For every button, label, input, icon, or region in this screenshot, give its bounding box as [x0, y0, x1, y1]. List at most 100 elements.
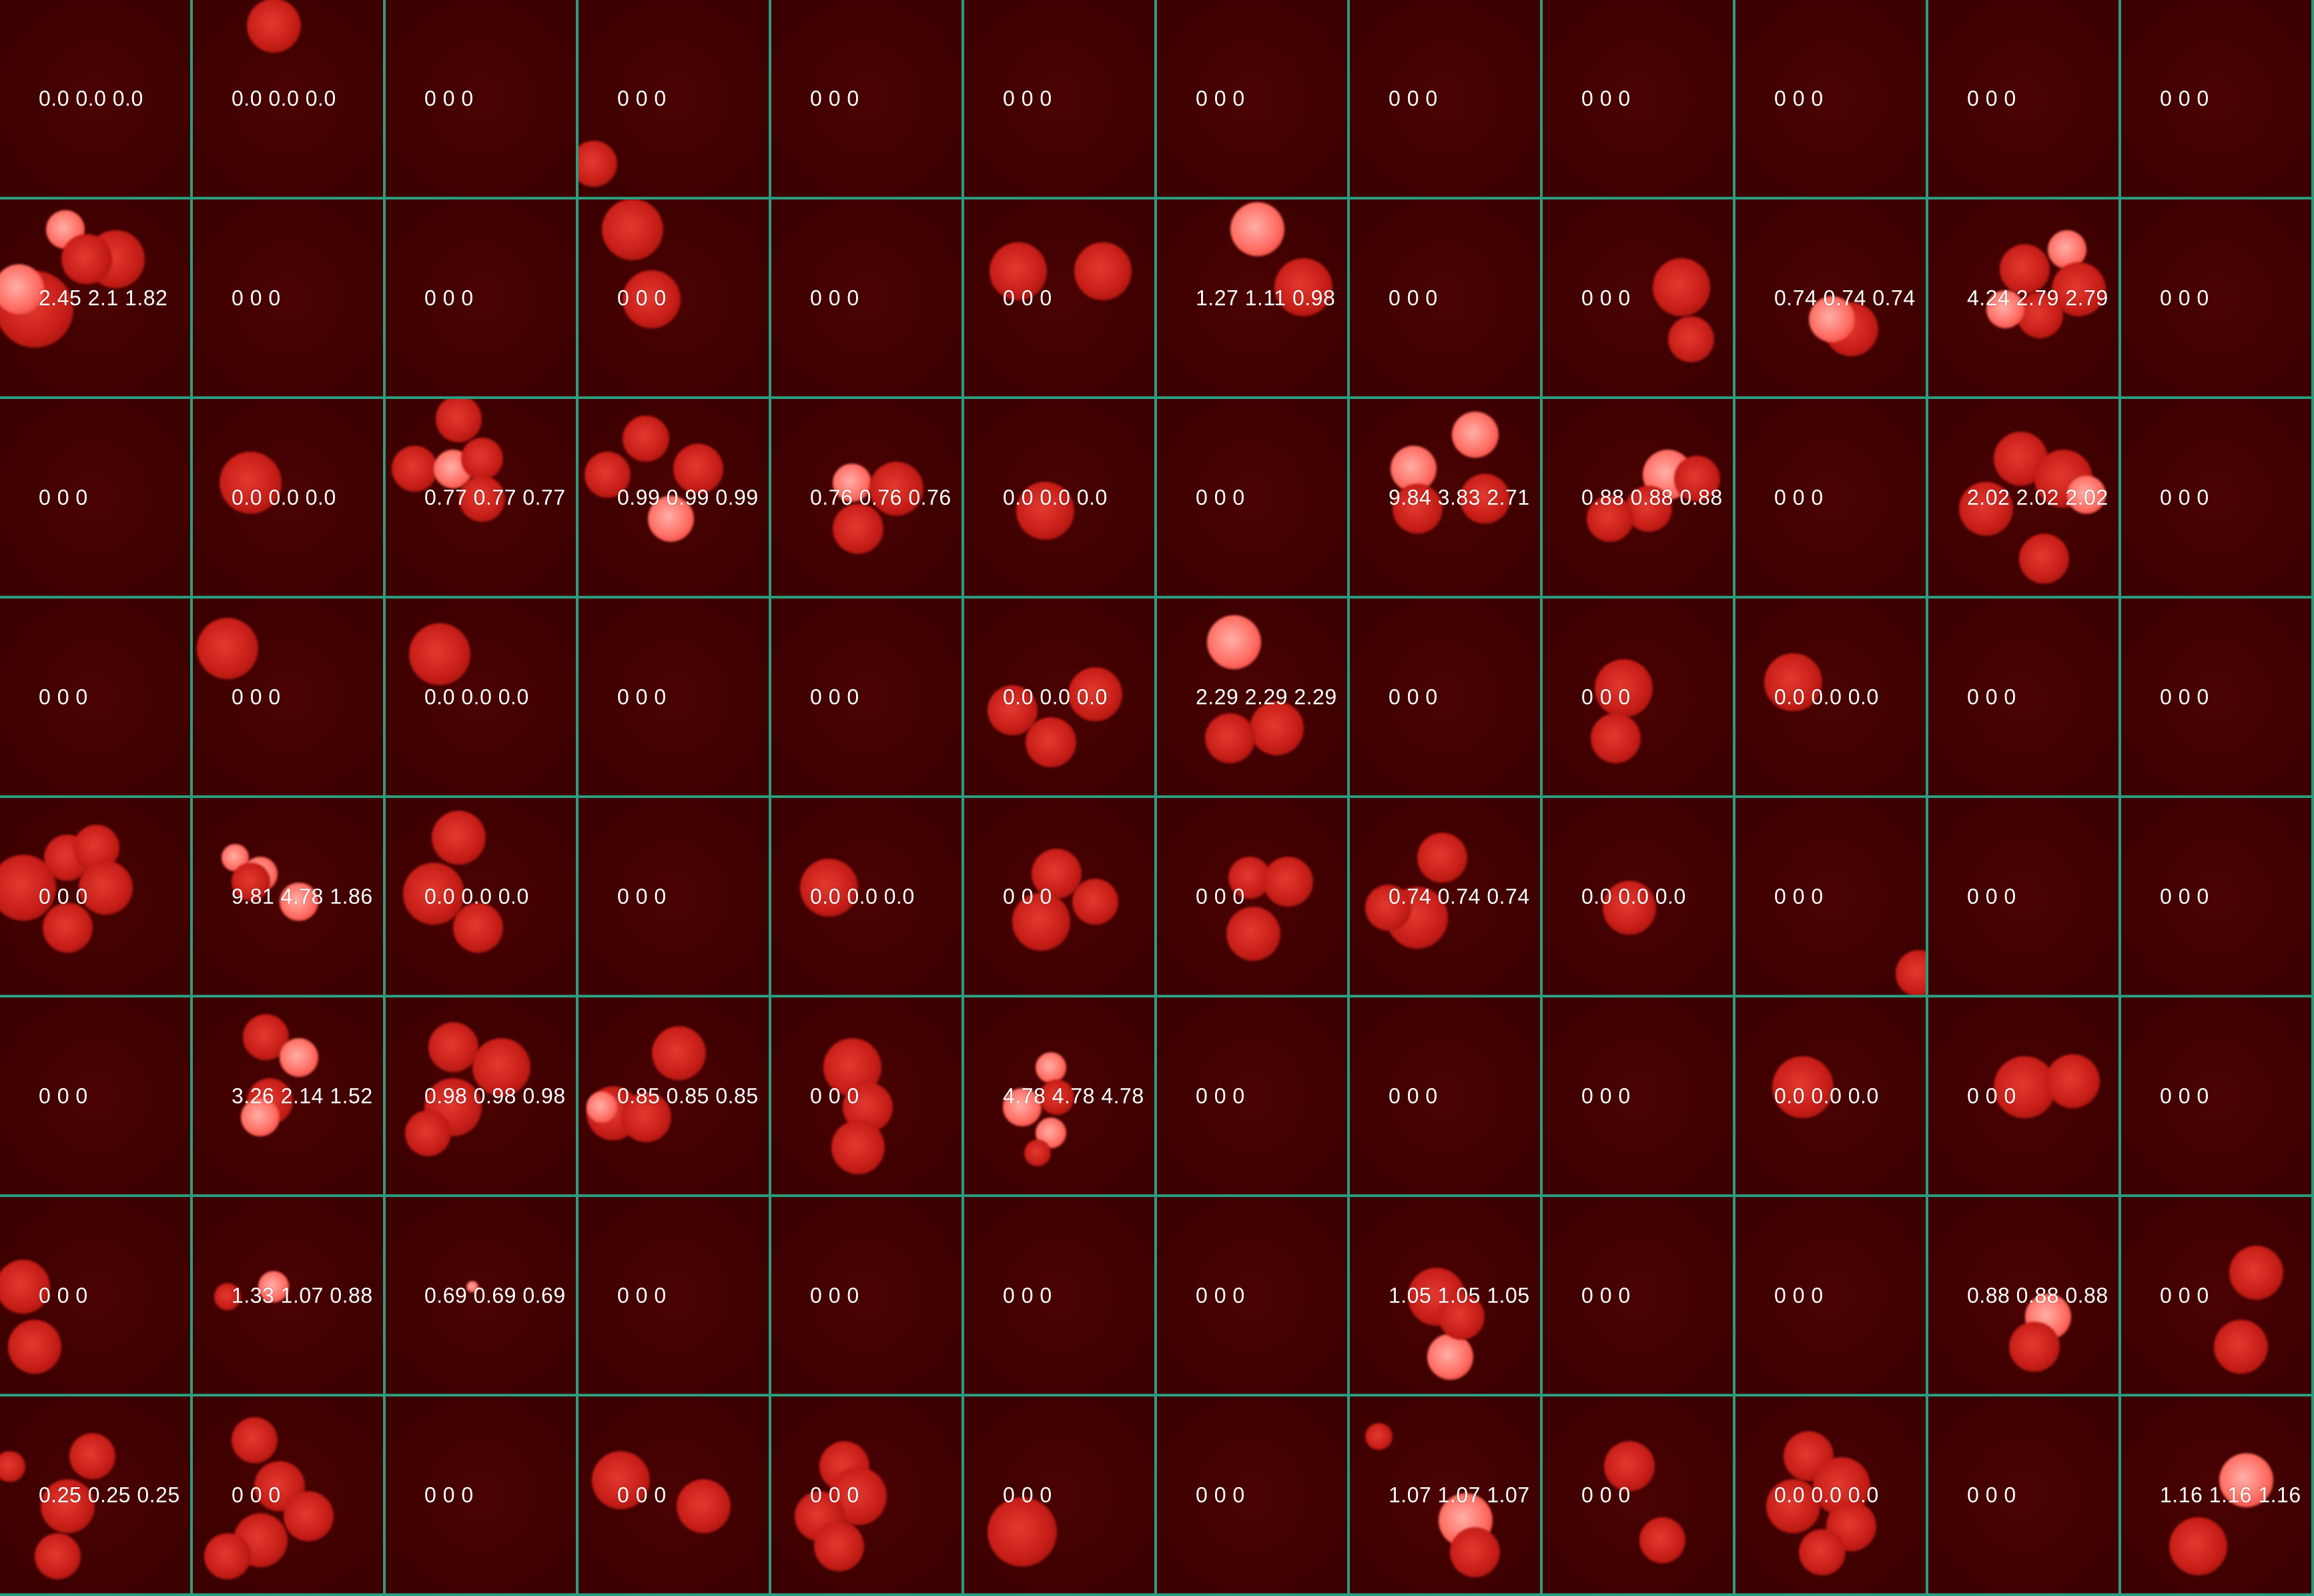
grid-tile: 0 0 0: [1736, 399, 1928, 598]
cell-blob: [196, 617, 259, 679]
tile-score-label: 0 0 0: [617, 884, 667, 908]
grid-tile: 9.81 4.78 1.86: [193, 798, 386, 998]
grid-tile: 0 0 0: [578, 0, 771, 200]
tile-score-label: 0 0 0: [1774, 86, 1824, 110]
tile-score-label: 0 0 0: [1581, 1084, 1631, 1108]
grid-tile: 1.05 1.05 1.05: [1350, 1197, 1543, 1396]
grid-tile: 0.0 0.0 0.0: [386, 598, 578, 798]
cell-blob: [2219, 1453, 2274, 1508]
grid-tile: 1.27 1.11 0.98: [1157, 200, 1350, 399]
tile-score-label: 1.16 1.16 1.16: [2160, 1483, 2301, 1507]
cell-blob: [1667, 316, 1715, 362]
cell-blob: [460, 437, 504, 480]
tile-score-label: 2.45 2.1 1.82: [39, 286, 168, 310]
grid-tile: 0 0 0: [1157, 798, 1350, 998]
tile-score-label: 0 0 0: [1774, 485, 1824, 509]
cell-blob: [1016, 482, 1074, 540]
cell-image: [1543, 200, 1733, 396]
cell-image: [964, 1197, 1154, 1394]
cell-blob: [601, 200, 664, 261]
grid-tile: 0 0 0: [578, 798, 771, 998]
cell-image: [193, 399, 383, 596]
cell-image: [771, 798, 961, 995]
grid-tile: 0.0 0.0 0.0: [386, 798, 578, 998]
cell-image: [0, 1197, 190, 1394]
cell-blob: [800, 859, 859, 917]
tile-score-label: 0.0 0.0 0.0: [1003, 485, 1108, 509]
cell-image: [964, 598, 1154, 795]
tile-score-label: 0 0 0: [2160, 685, 2209, 709]
cell-image: [1157, 0, 1347, 197]
tile-score-label: 2.02 2.02 2.02: [1967, 485, 2108, 509]
cell-blob: [2048, 230, 2086, 269]
cell-image: [771, 0, 961, 197]
cell-blob: [2229, 1246, 2283, 1300]
cell-blob: [1986, 290, 2025, 329]
cell-image: [578, 998, 769, 1194]
tile-score-label: 0 0 0: [1003, 286, 1052, 310]
cell-image: [578, 399, 769, 596]
cell-image: [1350, 200, 1540, 396]
cell-image: [1350, 598, 1540, 795]
cell-blob: [673, 444, 723, 494]
cell-image: [1736, 1197, 1926, 1394]
cell-image: [2121, 399, 2311, 596]
cell-blob: [1365, 884, 1412, 931]
grid-tile: 0 0 0: [578, 1396, 771, 1596]
cell-blob: [403, 863, 465, 925]
tile-score-label: 0.74 0.74 0.74: [1389, 884, 1530, 908]
cell-blob: [231, 1417, 278, 1464]
tile-score-label: 2.29 2.29 2.29: [1196, 685, 1337, 709]
grid-tile: 0 0 0: [0, 998, 193, 1197]
tile-score-label: 0 0 0: [1581, 1283, 1631, 1307]
cell-blob: [1230, 202, 1284, 257]
tile-score-label: 0 0 0: [1389, 1084, 1438, 1108]
cell-image: [1736, 0, 1926, 197]
grid-tile: 0 0 0: [2121, 1197, 2314, 1396]
tile-score-label: 0 0 0: [1196, 485, 1245, 509]
cell-blob: [1226, 906, 1280, 961]
cell-blob: [1591, 713, 1641, 763]
cell-blob: [453, 902, 504, 953]
cell-blob: [2009, 1321, 2060, 1372]
tile-score-label: 0.0 0.0 0.0: [424, 884, 529, 908]
cell-image: [0, 798, 190, 995]
grid-tile: 0 0 0: [1543, 598, 1736, 798]
cell-image: [964, 200, 1154, 396]
grid-tile: 0.0 0.0 0.0: [1543, 798, 1736, 998]
grid-tile: 0.74 0.74 0.74: [1350, 798, 1543, 998]
grid-tile: 1.16 1.16 1.16: [2121, 1396, 2314, 1596]
grid-tile: 0 0 0: [771, 598, 964, 798]
tile-score-label: 0 0 0: [810, 86, 859, 110]
grid-tile: 0 0 0: [771, 998, 964, 1197]
tile-score-label: 0 0 0: [232, 286, 281, 310]
grid-tile: 0 0 0: [964, 1396, 1157, 1596]
tile-score-label: 0 0 0: [810, 286, 859, 310]
grid-tile: 0 0 0: [1157, 399, 1350, 598]
cell-blob: [220, 452, 282, 514]
tile-score-label: 0.0 0.0 0.0: [39, 86, 143, 110]
cell-image: [2121, 0, 2311, 197]
cell-image: [0, 200, 190, 396]
grid-tile: 4.24 2.79 2.79: [1928, 200, 2121, 399]
cell-blob: [472, 1038, 530, 1096]
grid-tile: 0 0 0: [386, 1396, 578, 1596]
cell-blob: [833, 463, 872, 502]
grid-tile: 0.0 0.0 0.0: [193, 399, 386, 598]
cell-image: [964, 1396, 1154, 1593]
cell-blob: [436, 399, 482, 442]
tile-score-label: 0 0 0: [1967, 685, 2016, 709]
grid-tile: 0 0 0: [1736, 0, 1928, 200]
cell-blob: [408, 623, 471, 685]
cell-blob: [1039, 1080, 1074, 1115]
cell-blob: [35, 1533, 81, 1579]
tile-score-label: 0.0 0.0 0.0: [1774, 1483, 1879, 1507]
cell-image: [964, 998, 1154, 1194]
tile-score-label: 0 0 0: [39, 485, 88, 509]
cell-blob: [2213, 1319, 2268, 1374]
cell-blob: [1427, 1333, 1473, 1380]
grid-tile: 0 0 0: [1543, 1197, 1736, 1396]
cell-image: [386, 1396, 576, 1593]
cell-image: [386, 1197, 576, 1394]
cell-image: [1543, 0, 1733, 197]
